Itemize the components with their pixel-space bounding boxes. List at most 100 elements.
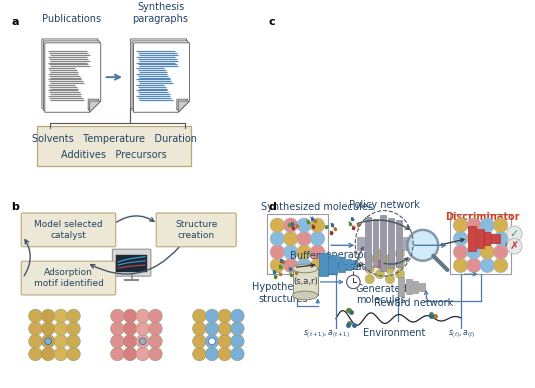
Bar bbox=[491, 234, 500, 243]
FancyBboxPatch shape bbox=[37, 126, 192, 166]
Text: b: b bbox=[11, 202, 19, 212]
Circle shape bbox=[365, 274, 374, 284]
Text: Update: Update bbox=[335, 262, 371, 272]
Bar bbox=[388, 218, 394, 268]
Bar bbox=[380, 215, 386, 271]
Circle shape bbox=[480, 245, 494, 259]
Circle shape bbox=[375, 269, 385, 279]
Text: ✗: ✗ bbox=[510, 241, 519, 251]
Bar bbox=[319, 253, 328, 276]
Circle shape bbox=[310, 258, 325, 273]
Circle shape bbox=[385, 254, 395, 264]
Polygon shape bbox=[178, 101, 189, 112]
Text: Reward network: Reward network bbox=[373, 298, 453, 308]
Circle shape bbox=[41, 322, 55, 335]
Circle shape bbox=[270, 231, 285, 246]
Circle shape bbox=[507, 239, 522, 254]
Circle shape bbox=[310, 231, 325, 246]
Circle shape bbox=[136, 322, 149, 335]
Circle shape bbox=[297, 258, 311, 273]
Text: Structure
creation: Structure creation bbox=[175, 220, 217, 239]
Bar bbox=[398, 277, 404, 296]
Ellipse shape bbox=[293, 264, 318, 273]
Circle shape bbox=[385, 274, 395, 284]
Circle shape bbox=[218, 334, 232, 348]
Polygon shape bbox=[88, 99, 100, 110]
Circle shape bbox=[149, 334, 162, 348]
Text: d: d bbox=[269, 202, 277, 212]
Circle shape bbox=[480, 218, 494, 232]
Circle shape bbox=[205, 309, 219, 323]
Bar bbox=[346, 259, 351, 270]
Text: Generator: Generator bbox=[319, 250, 369, 260]
Circle shape bbox=[231, 322, 244, 335]
Bar bbox=[419, 283, 425, 291]
Circle shape bbox=[136, 334, 149, 348]
Circle shape bbox=[205, 347, 219, 361]
Circle shape bbox=[284, 218, 298, 232]
Text: Policy network: Policy network bbox=[349, 200, 419, 210]
Bar bbox=[468, 226, 476, 251]
Circle shape bbox=[149, 322, 162, 335]
Bar bbox=[403, 237, 411, 250]
Polygon shape bbox=[45, 43, 101, 112]
Circle shape bbox=[111, 322, 124, 335]
Circle shape bbox=[297, 245, 311, 259]
Circle shape bbox=[467, 258, 481, 273]
Circle shape bbox=[365, 254, 374, 264]
Polygon shape bbox=[134, 43, 189, 112]
Circle shape bbox=[284, 231, 298, 246]
Circle shape bbox=[493, 245, 508, 259]
Circle shape bbox=[193, 322, 206, 335]
FancyBboxPatch shape bbox=[21, 213, 116, 247]
Circle shape bbox=[453, 218, 468, 232]
Circle shape bbox=[407, 230, 438, 261]
Circle shape bbox=[29, 334, 42, 348]
Circle shape bbox=[41, 334, 55, 348]
Circle shape bbox=[231, 334, 244, 348]
Circle shape bbox=[507, 226, 522, 241]
Circle shape bbox=[493, 218, 508, 232]
Bar bbox=[357, 237, 365, 250]
FancyBboxPatch shape bbox=[156, 213, 236, 247]
Bar bbox=[396, 220, 402, 267]
Circle shape bbox=[480, 258, 494, 273]
Circle shape bbox=[270, 258, 285, 273]
Circle shape bbox=[297, 218, 311, 232]
Circle shape bbox=[467, 218, 481, 232]
Circle shape bbox=[124, 334, 137, 348]
Circle shape bbox=[218, 347, 232, 361]
Text: Buffer: Buffer bbox=[291, 251, 320, 261]
Circle shape bbox=[375, 249, 385, 259]
Circle shape bbox=[453, 258, 468, 273]
Text: Adsorption
motif identified: Adsorption motif identified bbox=[34, 268, 103, 288]
Circle shape bbox=[67, 347, 80, 361]
Circle shape bbox=[365, 264, 374, 274]
Bar bbox=[373, 219, 378, 267]
Text: ✓: ✓ bbox=[510, 229, 519, 239]
Circle shape bbox=[395, 249, 405, 259]
Circle shape bbox=[41, 347, 55, 361]
Text: a: a bbox=[11, 17, 19, 27]
Text: Environment: Environment bbox=[363, 328, 425, 338]
Circle shape bbox=[310, 218, 325, 232]
Circle shape bbox=[453, 231, 468, 246]
Bar bbox=[116, 255, 147, 272]
Circle shape bbox=[54, 322, 67, 335]
Circle shape bbox=[310, 245, 325, 259]
Bar bbox=[329, 255, 337, 274]
Bar bbox=[293, 268, 318, 295]
Circle shape bbox=[124, 347, 137, 361]
Circle shape bbox=[395, 259, 405, 269]
Circle shape bbox=[41, 309, 55, 323]
Circle shape bbox=[124, 309, 137, 323]
Circle shape bbox=[140, 338, 146, 345]
Circle shape bbox=[54, 334, 67, 348]
Circle shape bbox=[453, 245, 468, 259]
Circle shape bbox=[29, 309, 42, 323]
Bar bbox=[338, 257, 345, 272]
Text: Model selected
catalyst: Model selected catalyst bbox=[34, 220, 103, 239]
Circle shape bbox=[395, 269, 405, 279]
Circle shape bbox=[209, 338, 216, 345]
Circle shape bbox=[467, 231, 481, 246]
